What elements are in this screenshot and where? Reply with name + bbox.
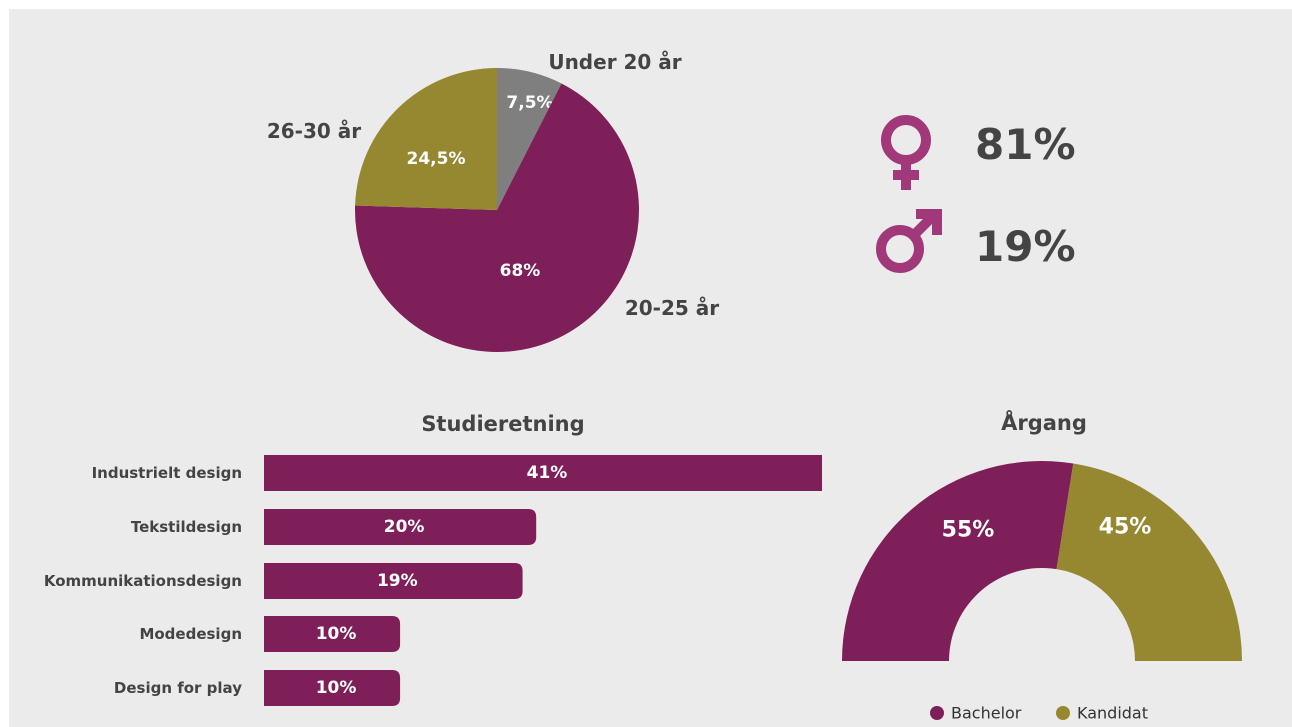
- bar-value-label: 10%: [316, 624, 357, 644]
- argang-donut-chart: 55% 45% Årgang Bachelor Kandidat: [842, 410, 1242, 723]
- pie-slice-20-25-r: [354, 83, 639, 353]
- female-percentage: 81%: [975, 120, 1076, 169]
- bar-value-label: 10%: [316, 678, 357, 698]
- bar-category-label: Industrielt design: [92, 464, 242, 482]
- donut-value-label: 55%: [942, 518, 995, 543]
- bar-category-label: Design for play: [114, 679, 242, 697]
- male-icon: [876, 209, 942, 273]
- age-pie-chart: 7,5% Under 20 år 68% 20-25 år 24,5% 26-30 år: [267, 50, 719, 353]
- pie-value-label: 7,5%: [506, 93, 553, 113]
- pie-category-label: 26-30 år: [267, 119, 361, 143]
- bar-category-label: Modedesign: [139, 625, 242, 643]
- bar-tekstildesign: [264, 509, 537, 545]
- female-icon: [881, 115, 931, 190]
- pie-value-label: 68%: [500, 261, 541, 281]
- legend-label-bachelor: Bachelor: [951, 704, 1022, 723]
- bar-chart-title: Studieretning: [421, 412, 584, 436]
- bar-category-label: Kommunikationsdesign: [44, 572, 242, 590]
- pie-category-label: Under 20 år: [548, 50, 681, 74]
- pie-slice-26-30-r: [355, 68, 497, 210]
- bar-industrielt-design: [264, 455, 822, 491]
- bar-category-label: Tekstildesign: [131, 518, 242, 536]
- pie-category-label: 20-25 år: [625, 296, 719, 320]
- donut-chart-title: Årgang: [1001, 410, 1087, 435]
- bar-value-label: 41%: [527, 463, 568, 483]
- legend-swatch-kandidat: [1056, 706, 1070, 720]
- legend-swatch-bachelor: [930, 706, 944, 720]
- bar-value-label: 20%: [384, 517, 425, 537]
- studieretning-bar-chart: Studieretning 41% Industrielt design 20% Tek…: [44, 412, 822, 706]
- bar-modedesign: [264, 616, 401, 652]
- donut-segment-bachelor: [842, 460, 1074, 661]
- chart-panel: [9, 9, 1292, 727]
- bar-design-for-play: [264, 670, 401, 706]
- legend-label-kandidat: Kandidat: [1077, 704, 1148, 723]
- bar-kommunikationsdesign: [264, 563, 523, 599]
- pie-value-label: 24,5%: [407, 149, 466, 169]
- donut-value-label: 45%: [1099, 515, 1152, 540]
- male-percentage: 19%: [975, 222, 1076, 271]
- donut-segment-kandidat: [1056, 463, 1242, 661]
- pie-slice-under-20-r: [497, 68, 562, 210]
- bar-value-label: 19%: [377, 571, 418, 591]
